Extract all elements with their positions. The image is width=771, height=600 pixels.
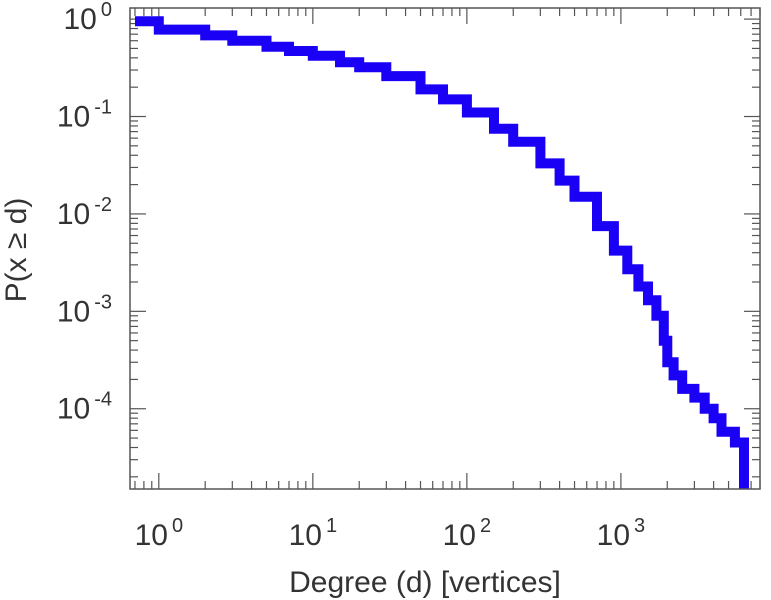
- x-tick-label: 10 3: [597, 515, 646, 552]
- y-tick-label: 10 0: [64, 0, 113, 36]
- x-tick-label: 10 2: [443, 515, 492, 552]
- y-tick-label: 10 -4: [57, 389, 112, 426]
- y-axis-label: P(x ≥ d): [0, 198, 33, 303]
- tick-labels: 10 0 10 1 10 2 10 3 10 0 10 -1 10 -2 10 -3 10 -4: [57, 0, 645, 552]
- y-tick-label: 10 -1: [57, 97, 112, 134]
- tick-marks: [130, 8, 761, 489]
- x-tick-label: 10 0: [135, 515, 184, 552]
- x-axis-label: Degree (d) [vertices]: [289, 566, 561, 599]
- y-tick-label: 10 -3: [57, 291, 112, 328]
- y-tick-label: 10 -2: [57, 194, 112, 231]
- series-line: [135, 16, 749, 489]
- x-tick-label: 10 1: [289, 515, 338, 552]
- plot-frame: [129, 7, 761, 490]
